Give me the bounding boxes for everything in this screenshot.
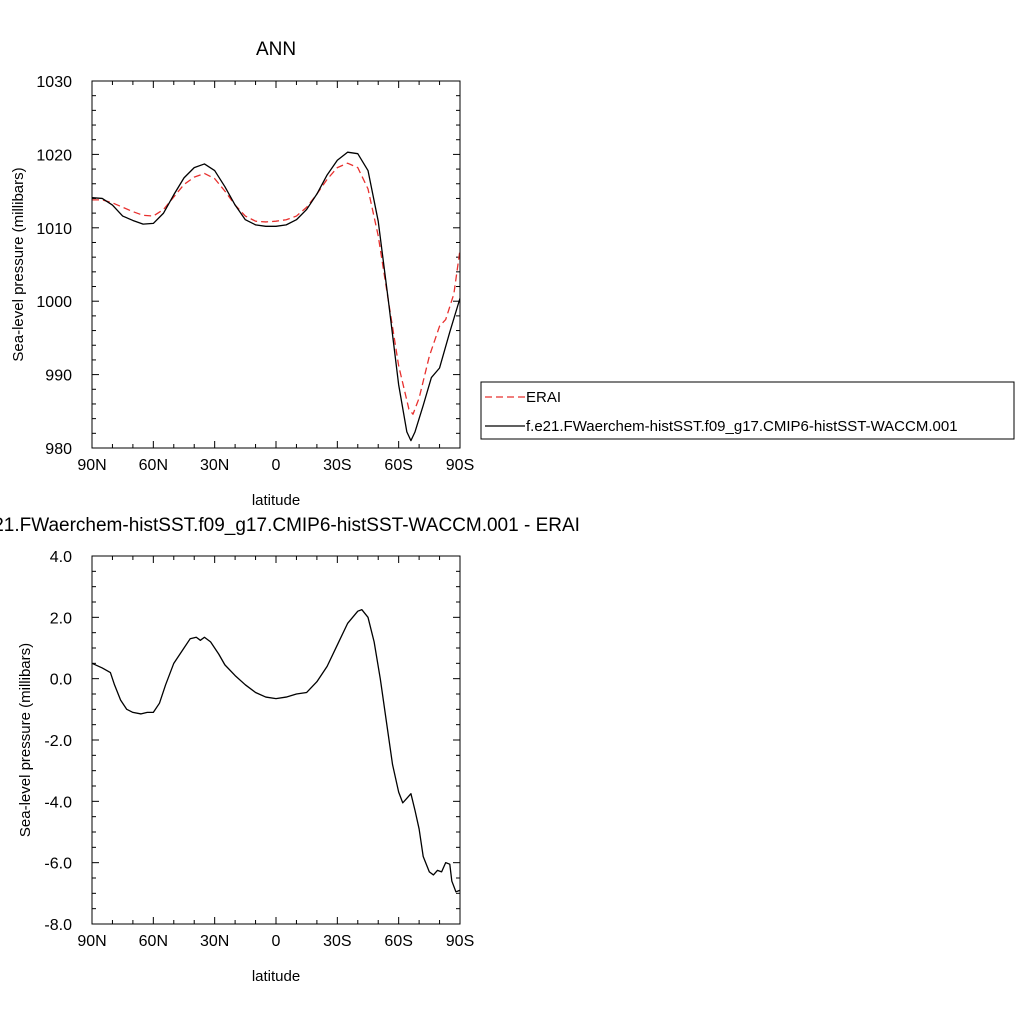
top-x-tick-label: 30S — [323, 457, 351, 474]
legend: ERAI f.e21.FWaerchem-histSST.f09_g17.CMI… — [480, 381, 1015, 440]
bottom-axis-ticks: 90N 60N 30N 0 30S 60S 90S -8.0 -6.0 -4.0 -2.0 0.0 2.… — [44, 549, 474, 950]
bottom-x-tick-label: 90S — [446, 933, 474, 950]
top-plot-frame — [91, 80, 461, 449]
bottom-x-tick-label: 0 — [272, 933, 281, 950]
bottom-x-axis-title: latitude — [252, 968, 300, 985]
legend-label-erai: ERAI — [526, 389, 561, 406]
top-x-tick-label: 30N — [200, 457, 229, 474]
top-y-axis-title: Sea-level pressure (millibars) — [10, 167, 27, 361]
top-chart-title: ANN — [256, 39, 296, 60]
top-panel: ANN Sea-level pressure (millibars) latit… — [10, 39, 474, 509]
bottom-y-tick-label: -6.0 — [44, 856, 72, 873]
top-axis-ticks: 90N 60N 30N 0 30S 60S 90S 980 990 1000 1010 1020 103… — [36, 74, 474, 474]
bottom-x-tick-label: 90N — [77, 933, 106, 950]
top-x-tick-label: 90N — [77, 457, 106, 474]
bottom-series-line-0 — [92, 609, 460, 893]
bottom-chart-title: f.e21.FWaerchem-histSST.f09_g17.CMIP6-hi… — [0, 515, 580, 536]
bottom-y-tick-label: 4.0 — [50, 549, 72, 566]
bottom-x-tick-label: 30N — [200, 933, 229, 950]
bottom-y-tick-label: 2.0 — [50, 610, 72, 627]
top-x-tick-label: 60N — [139, 457, 168, 474]
legend-label-model: f.e21.FWaerchem-histSST.f09_g17.CMIP6-hi… — [526, 418, 958, 435]
bottom-x-tick-label: 60S — [384, 933, 412, 950]
top-series-line-1 — [92, 151, 460, 442]
top-y-tick-label: 980 — [45, 441, 72, 458]
bottom-plot-frame — [91, 555, 461, 925]
bottom-series-group — [92, 609, 460, 893]
top-y-tick-label: 990 — [45, 368, 72, 385]
bottom-y-tick-label: -4.0 — [44, 794, 72, 811]
top-series-line-0 — [92, 162, 460, 415]
top-y-tick-label: 1000 — [36, 294, 72, 311]
bottom-y-axis-title: Sea-level pressure (millibars) — [17, 643, 34, 837]
top-x-tick-label: 60S — [384, 457, 412, 474]
bottom-x-tick-label: 60N — [139, 933, 168, 950]
top-x-axis-title: latitude — [252, 492, 300, 509]
top-y-tick-label: 1010 — [36, 221, 72, 238]
bottom-y-tick-label: -8.0 — [44, 917, 72, 934]
legend-box — [480, 381, 1015, 440]
bottom-y-tick-label: -2.0 — [44, 733, 72, 750]
top-y-tick-label: 1020 — [36, 147, 72, 164]
bottom-y-tick-label: 0.0 — [50, 672, 72, 689]
top-x-tick-label: 0 — [272, 457, 281, 474]
bottom-x-tick-label: 30S — [323, 933, 351, 950]
top-series-group — [92, 151, 460, 442]
top-y-tick-label: 1030 — [36, 74, 72, 91]
bottom-panel: f.e21.FWaerchem-histSST.f09_g17.CMIP6-hi… — [0, 515, 580, 985]
top-x-tick-label: 90S — [446, 457, 474, 474]
